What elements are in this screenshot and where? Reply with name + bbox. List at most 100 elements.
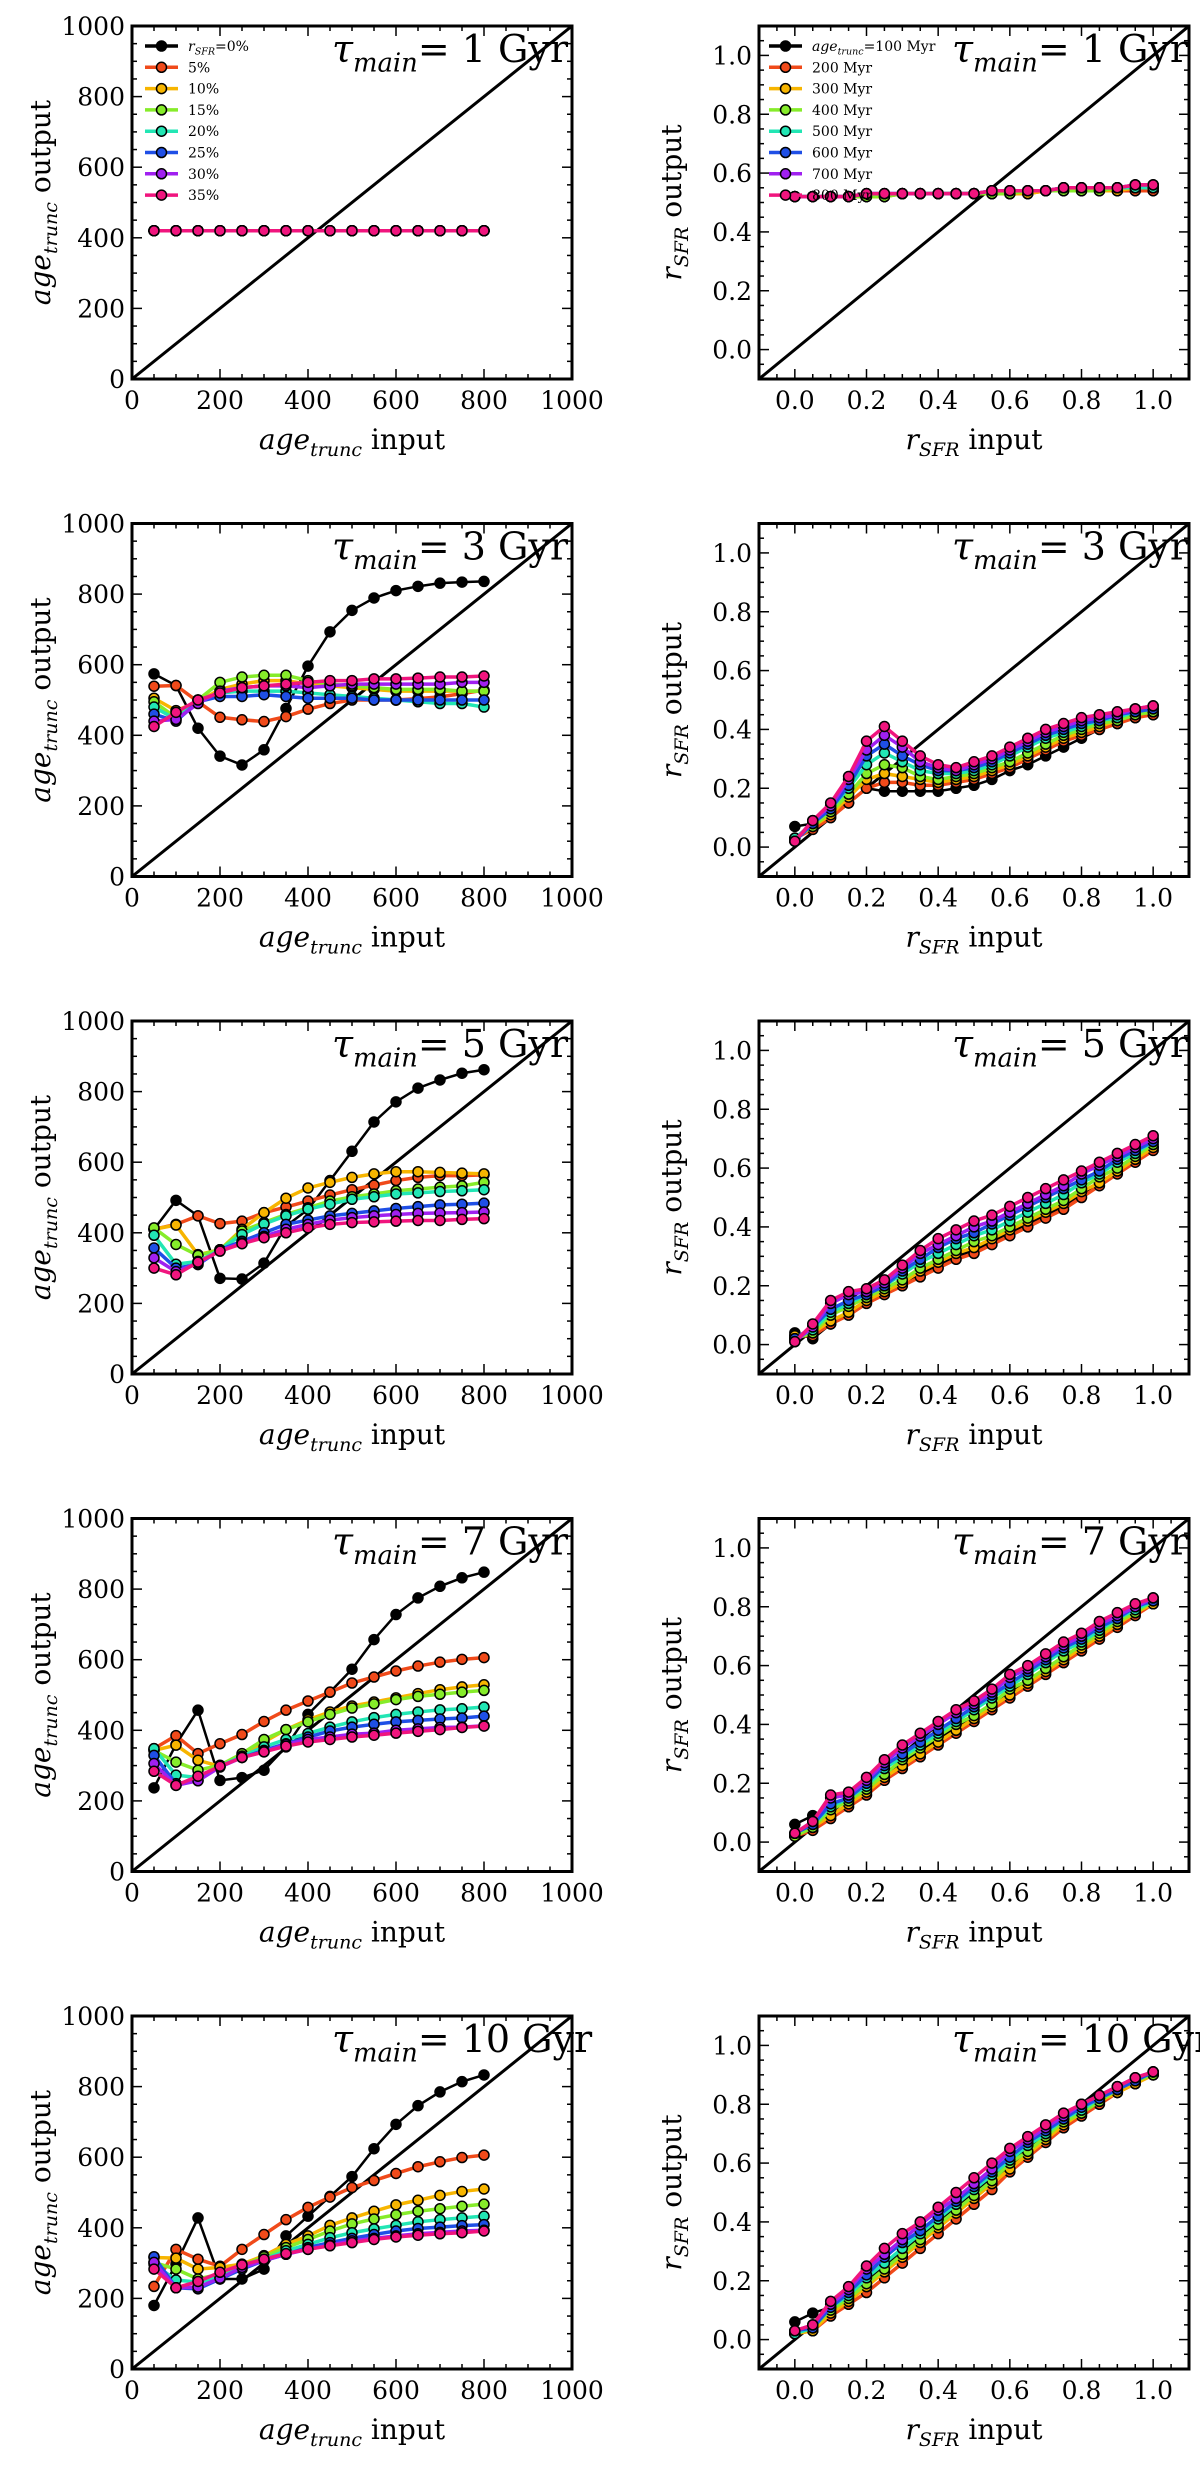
y-tick-label: 1000 (61, 1007, 125, 1036)
data-point (789, 820, 801, 833)
series-group (148, 1566, 490, 1794)
data-point (346, 1216, 358, 1229)
data-point (324, 1733, 336, 1746)
data-point (302, 1716, 314, 1728)
data-point (878, 1274, 891, 1286)
legend-label: agetrunc=100 Myr (812, 39, 936, 58)
data-point (346, 1193, 358, 1206)
legend: rSFR=0% 5% 10% 15% 20% 25% 30% 35% (145, 39, 249, 204)
data-point (302, 692, 314, 704)
data-point (914, 1244, 926, 1257)
x-tick-label: 1.0 (1133, 1381, 1173, 1410)
data-point (434, 577, 446, 589)
y-tick-label: 600 (77, 2143, 125, 2172)
panel-age-trunc-3: 0 200 400 600 800 1000 0 200 400 600 800 1000 agetru… (24, 1007, 604, 1456)
data-point (968, 2172, 980, 2184)
data-point (1093, 708, 1106, 721)
plot-frame (130, 1019, 574, 1376)
y-tick-label: 0.0 (712, 1331, 752, 1360)
one-to-one-line (132, 26, 572, 379)
y-tick-label: 200 (77, 1787, 125, 1816)
data-point (478, 2069, 490, 2081)
data-point (478, 694, 490, 706)
x-axis-label: rSFR input (905, 1418, 1043, 1456)
data-point (824, 1294, 837, 1307)
panel-age-trunc-4: 0 200 400 600 800 1000 0 200 400 600 800 1000 agetru… (24, 1505, 604, 1954)
data-point (914, 2216, 926, 2228)
data-point (390, 1608, 402, 1621)
data-point (1093, 1156, 1106, 1168)
y-tick-label: 0.6 (712, 159, 752, 188)
x-tick-label: 0 (124, 1879, 140, 1908)
data-point (456, 1686, 468, 1698)
y-tick-label: 0.6 (712, 657, 752, 686)
y-axis-label: rSFR output (655, 1616, 693, 1773)
data-point (148, 2280, 160, 2293)
data-point (434, 2156, 446, 2168)
legend-label: 5% (188, 60, 210, 76)
data-point (860, 1282, 873, 1295)
data-point (148, 668, 160, 680)
data-point (950, 1224, 962, 1236)
data-point (170, 2282, 182, 2294)
data-point (258, 1715, 270, 1728)
data-point (842, 190, 855, 203)
x-tick-label: 1000 (540, 1879, 604, 1908)
data-point (412, 1690, 424, 1703)
series-line-10- (153, 2187, 485, 2271)
data-point (258, 715, 270, 728)
y-tick-label: 600 (77, 1148, 125, 1177)
data-point (148, 1252, 160, 1264)
x-tick-label: 0.0 (775, 1879, 815, 1908)
data-point (390, 673, 402, 685)
y-axis-label: agetrunc output (24, 597, 62, 803)
data-point (214, 687, 226, 699)
y-tick-label: 0.2 (712, 277, 752, 306)
y-tick-label: 0 (109, 863, 125, 892)
data-point (1129, 1598, 1141, 1610)
x-tick-label: 0.6 (990, 1381, 1030, 1410)
y-tick-label: 1000 (61, 510, 125, 539)
x-tick-label: 600 (372, 386, 420, 415)
data-point (236, 681, 248, 694)
data-point (478, 1063, 490, 1076)
series-line-20- (152, 2214, 485, 2284)
y-tick-label: 0 (109, 365, 125, 394)
series-line-35- (152, 2229, 485, 2290)
y-tick-label: 0.8 (712, 100, 752, 129)
data-point (390, 1727, 402, 1739)
data-point (1075, 711, 1088, 724)
y-tick-label: 0.4 (712, 715, 752, 744)
data-point (932, 1715, 944, 1728)
data-point (390, 2199, 402, 2211)
data-point (1039, 2119, 1052, 2131)
data-point (1022, 2130, 1034, 2143)
x-tick-label: 0.8 (1062, 2376, 1102, 2405)
data-point (1039, 184, 1052, 197)
data-point (986, 2157, 998, 2169)
data-point (258, 1746, 270, 1758)
data-point (878, 2242, 891, 2255)
data-point (434, 2228, 446, 2240)
data-point (1004, 1200, 1016, 1213)
legend-marker (155, 82, 168, 95)
data-point (968, 1695, 980, 1707)
x-tick-label: 1.0 (1133, 2376, 1173, 2405)
data-point (456, 1185, 468, 1197)
data-point (390, 2167, 402, 2180)
data-point (412, 2194, 424, 2207)
data-point (324, 674, 336, 687)
data-point (368, 2233, 380, 2246)
panel-title: τmain= 7 Gyr (952, 1520, 1189, 1572)
data-point (214, 1760, 226, 1773)
data-point (412, 2229, 424, 2241)
data-point (368, 1729, 380, 1741)
data-point (368, 2142, 380, 2155)
y-tick-label: 0 (109, 2355, 125, 2384)
legend-label: rSFR=0% (188, 39, 249, 58)
x-tick-label: 1000 (540, 2376, 604, 2405)
data-point (214, 2266, 226, 2279)
panel-title: τmain= 1 Gyr (332, 27, 569, 79)
series-group (789, 1592, 1159, 1842)
x-tick-label: 0.6 (990, 386, 1030, 415)
